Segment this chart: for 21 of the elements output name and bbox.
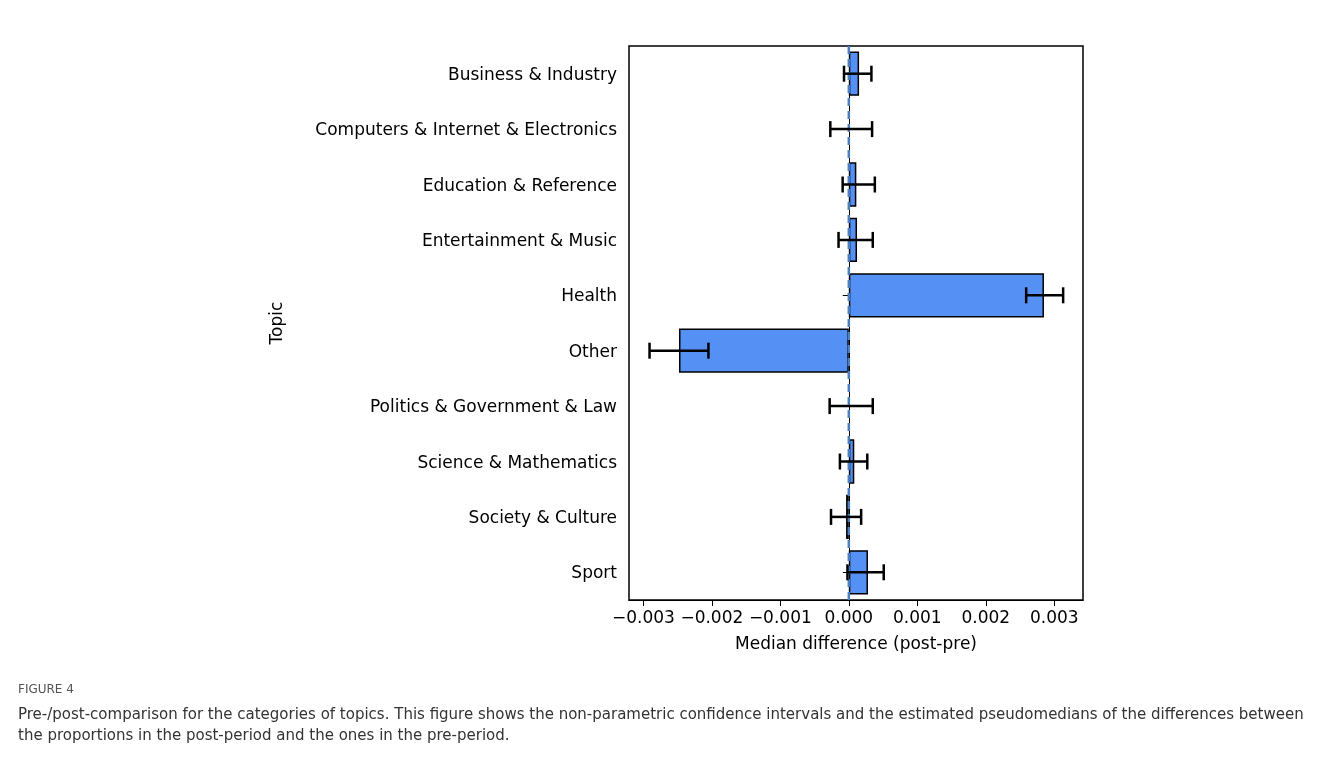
y-tick-label: Politics & Government & Law xyxy=(369,396,618,417)
x-axis-title: Median difference (post-pre) xyxy=(735,632,977,653)
y-tick-label: Computers & Internet & Electronics xyxy=(315,119,618,140)
text: Pre-/post-comparison for the categories of topics. This figure shows the non-parametric confidence intervals and the estimated pseudomedians of the differences between the proportions in the post-period and the ones in the pre-period. xyxy=(18,704,1305,746)
y-tick-label: Other xyxy=(568,340,617,361)
y-tick-label: Health xyxy=(561,285,617,306)
y-axis-title: Topic xyxy=(265,301,286,346)
y-tick-label: Society & Culture xyxy=(468,506,617,527)
x-tick-label: 0.000 xyxy=(824,606,874,627)
x-tick-label: 0.002 xyxy=(961,606,1011,627)
x-tick-label: −0.003 xyxy=(611,606,675,627)
y-tick-label: Education & Reference xyxy=(422,174,617,195)
x-tick-label: 0.003 xyxy=(1029,606,1079,627)
y-tick-label: Entertainment & Music xyxy=(421,229,617,250)
x-tick-label: −0.002 xyxy=(680,606,744,627)
caption: FIGURE 4 xyxy=(18,682,74,696)
y-tick-label: Science & Mathematics xyxy=(417,451,618,472)
x-tick-label: −0.001 xyxy=(748,606,812,627)
x-tick-label: 0.001 xyxy=(892,606,942,627)
y-tick-label: Business & Industry xyxy=(448,63,617,84)
y-tick-label: Sport xyxy=(571,562,618,583)
